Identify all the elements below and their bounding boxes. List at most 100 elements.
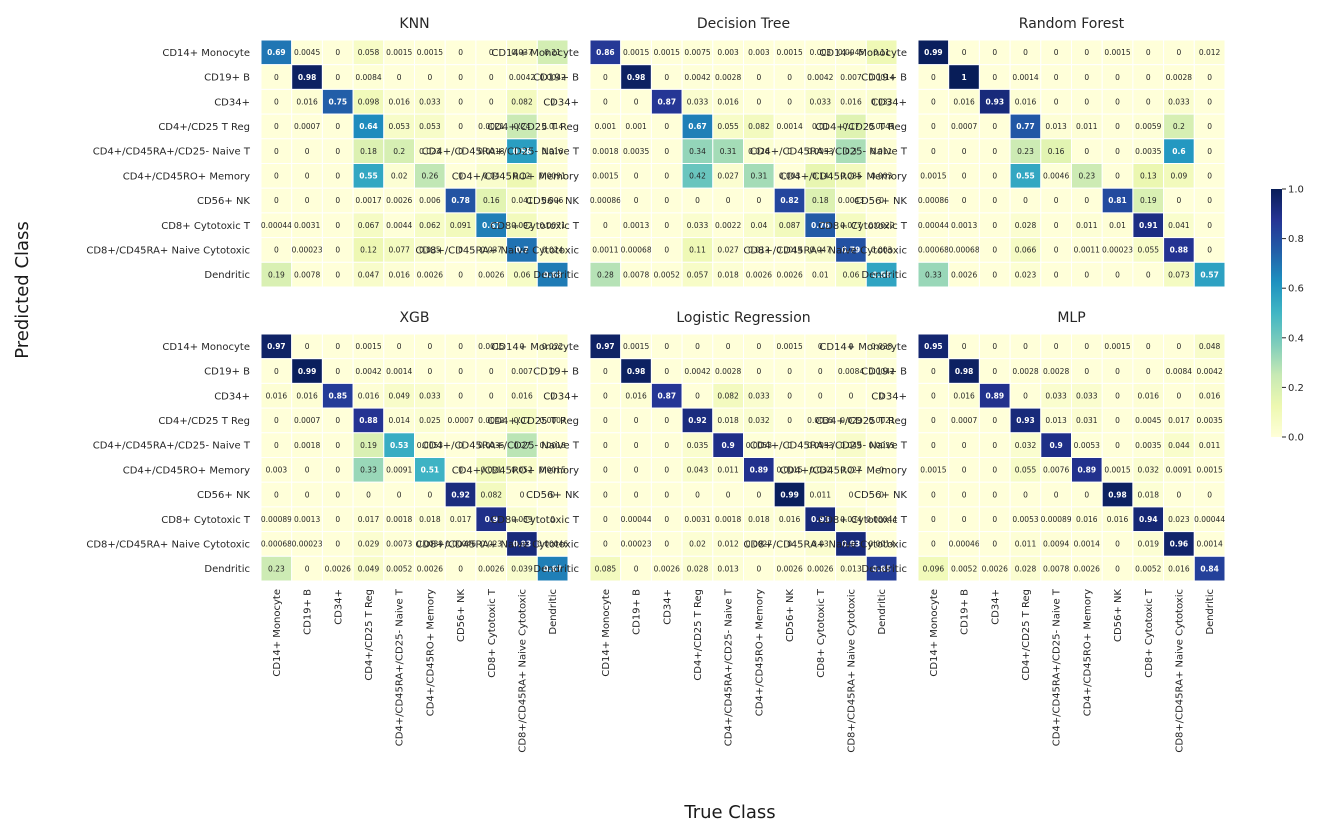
heatmap-cell xyxy=(835,237,867,263)
heatmap-cell xyxy=(536,407,569,434)
heatmap-cell xyxy=(1009,212,1042,239)
cell-value-label: 0.00023 xyxy=(1102,246,1133,255)
heatmap-cell xyxy=(1132,432,1165,458)
column-tick-label: CD4+/CD25 T Reg xyxy=(1021,589,1032,681)
cell-value-label: 0.42 xyxy=(689,172,706,181)
heatmap-cell xyxy=(1132,64,1165,90)
cell-value-label: 0.032 xyxy=(1138,466,1160,475)
row-tick-label: CD4+/CD25 T Reg xyxy=(158,416,250,427)
cell-value-label: 0.047 xyxy=(358,270,380,279)
cell-value-label: 0 xyxy=(664,466,669,475)
heatmap-cell xyxy=(1193,407,1226,434)
row-tick-label: CD14+ Monocyte xyxy=(491,48,579,59)
cell-value-label: 0.0078 xyxy=(294,270,320,279)
cell-value-label: 0.33 xyxy=(360,466,377,475)
heatmap-cell xyxy=(444,531,477,557)
cell-value-label: 0.98 xyxy=(298,73,317,82)
cell-value-label: 0.51 xyxy=(421,466,440,475)
cell-value-label: 0 xyxy=(757,342,762,351)
heatmap-cell xyxy=(620,481,652,508)
cell-value-label: 0.98 xyxy=(1108,490,1127,499)
cell-value-label: 0.0021 xyxy=(868,416,894,425)
heatmap-cell xyxy=(1193,555,1226,582)
heatmap-cell xyxy=(978,407,1011,434)
heatmap-logistic-regression: Logistic Regression 0.97 0.0015 0 0 0 0 0.0015 0… xyxy=(415,310,898,753)
heatmap-cell xyxy=(804,113,837,140)
row-tick-label: CD4+/CD25 T Reg xyxy=(815,416,907,427)
heatmap-cell xyxy=(743,163,775,189)
cell-value-label: 0.053 xyxy=(419,122,441,131)
heatmap-cell xyxy=(1040,138,1073,165)
cell-value-label: 0.0007 xyxy=(539,416,565,425)
cell-value-label: 0.99 xyxy=(298,367,317,376)
column-tick-label: CD34+ xyxy=(333,589,344,625)
cell-value-label: 0 xyxy=(397,342,402,351)
heatmap-cell xyxy=(383,481,415,508)
heatmap-cell xyxy=(536,187,569,214)
cell-value-label: 0.0022 xyxy=(715,221,741,230)
row-tick-label: CD56+ NK xyxy=(854,490,907,501)
cell-value-label: 0 xyxy=(1054,98,1059,107)
heatmap-cell xyxy=(506,506,538,533)
cell-value-label: 0.68 xyxy=(543,270,562,279)
cell-value-label: 0 xyxy=(931,490,936,499)
heatmap-cell xyxy=(948,481,980,508)
cell-value-label: 0 xyxy=(634,564,639,573)
cell-value-label: 0.023 xyxy=(419,147,441,156)
cell-value-label: 0.033 xyxy=(748,391,770,400)
cell-value-label: 0.0007 xyxy=(294,122,320,131)
cell-value-label: 0.013 xyxy=(1045,416,1067,425)
row-tick-label: CD56+ NK xyxy=(197,490,250,501)
cell-value-label: 0 xyxy=(1023,391,1028,400)
row-tick-label: CD19+ B xyxy=(204,367,250,378)
heatmap-cell xyxy=(444,88,477,115)
heatmap-cell xyxy=(414,333,446,360)
cell-value-label: 0 xyxy=(787,391,792,400)
cell-value-label: 0.2 xyxy=(393,147,405,156)
cell-value-label: 0 xyxy=(757,564,762,573)
cell-value-label: 0.016 xyxy=(625,391,647,400)
cell-value-label: 0.023 xyxy=(481,540,503,549)
heatmap-cell xyxy=(865,333,898,360)
row-tick-label: CD4+/CD25 T Reg xyxy=(815,122,907,133)
cell-value-label: 0.029 xyxy=(358,540,380,549)
cell-value-label: 0.0053 xyxy=(807,147,833,156)
row-tick-label: CD8+ Cytotoxic T xyxy=(161,515,251,526)
cell-value-label: 0.69 xyxy=(267,48,286,57)
cell-value-label: 0 xyxy=(818,391,823,400)
cell-value-label: 0.016 xyxy=(953,391,975,400)
cell-value-label: 0 xyxy=(335,367,340,376)
cell-value-label: 0.085 xyxy=(840,172,862,181)
heatmap-cell xyxy=(681,382,714,409)
heatmap-cell xyxy=(650,407,683,434)
cell-value-label: 0 xyxy=(1146,73,1151,82)
cell-value-label: 0.23 xyxy=(268,564,285,573)
cell-value-label: 0.0031 xyxy=(684,515,710,524)
cell-value-label: 0 xyxy=(603,391,608,400)
panel-title: KNN xyxy=(399,16,429,32)
cell-value-label: 0.027 xyxy=(717,246,739,255)
heatmap-cell xyxy=(1163,506,1195,533)
cell-value-label: 0.99 xyxy=(924,48,943,57)
cell-value-label: 0 xyxy=(335,466,340,475)
cell-value-label: 0.11 xyxy=(873,48,890,57)
colorbar-tick-label: 1.0 xyxy=(1288,185,1304,196)
heatmap-cell xyxy=(650,506,683,533)
row-tick-label: CD8+/CD45RA+ Naive Cytotoxic xyxy=(415,540,579,551)
cell-value-label: 0.00044 xyxy=(866,515,897,524)
cell-value-label: 0.067 xyxy=(358,221,380,230)
cell-value-label: 0.77 xyxy=(1016,122,1035,131)
heatmap-cell xyxy=(712,457,744,483)
heatmap-cell xyxy=(1040,237,1073,263)
cell-value-label: 0.016 xyxy=(1107,515,1129,524)
cell-value-label: 0 xyxy=(1023,196,1028,205)
cell-value-label: 0.0015 xyxy=(623,48,649,57)
cell-value-label: 0.0039 xyxy=(417,540,443,549)
heatmap-cell xyxy=(321,187,354,214)
cell-value-label: 0 xyxy=(1146,342,1151,351)
cell-value-label: 0.003 xyxy=(717,48,739,57)
heatmap-cell xyxy=(712,261,744,288)
heatmap-cell xyxy=(865,382,898,409)
heatmap-cell xyxy=(773,358,806,384)
heatmap-cell xyxy=(948,88,980,115)
